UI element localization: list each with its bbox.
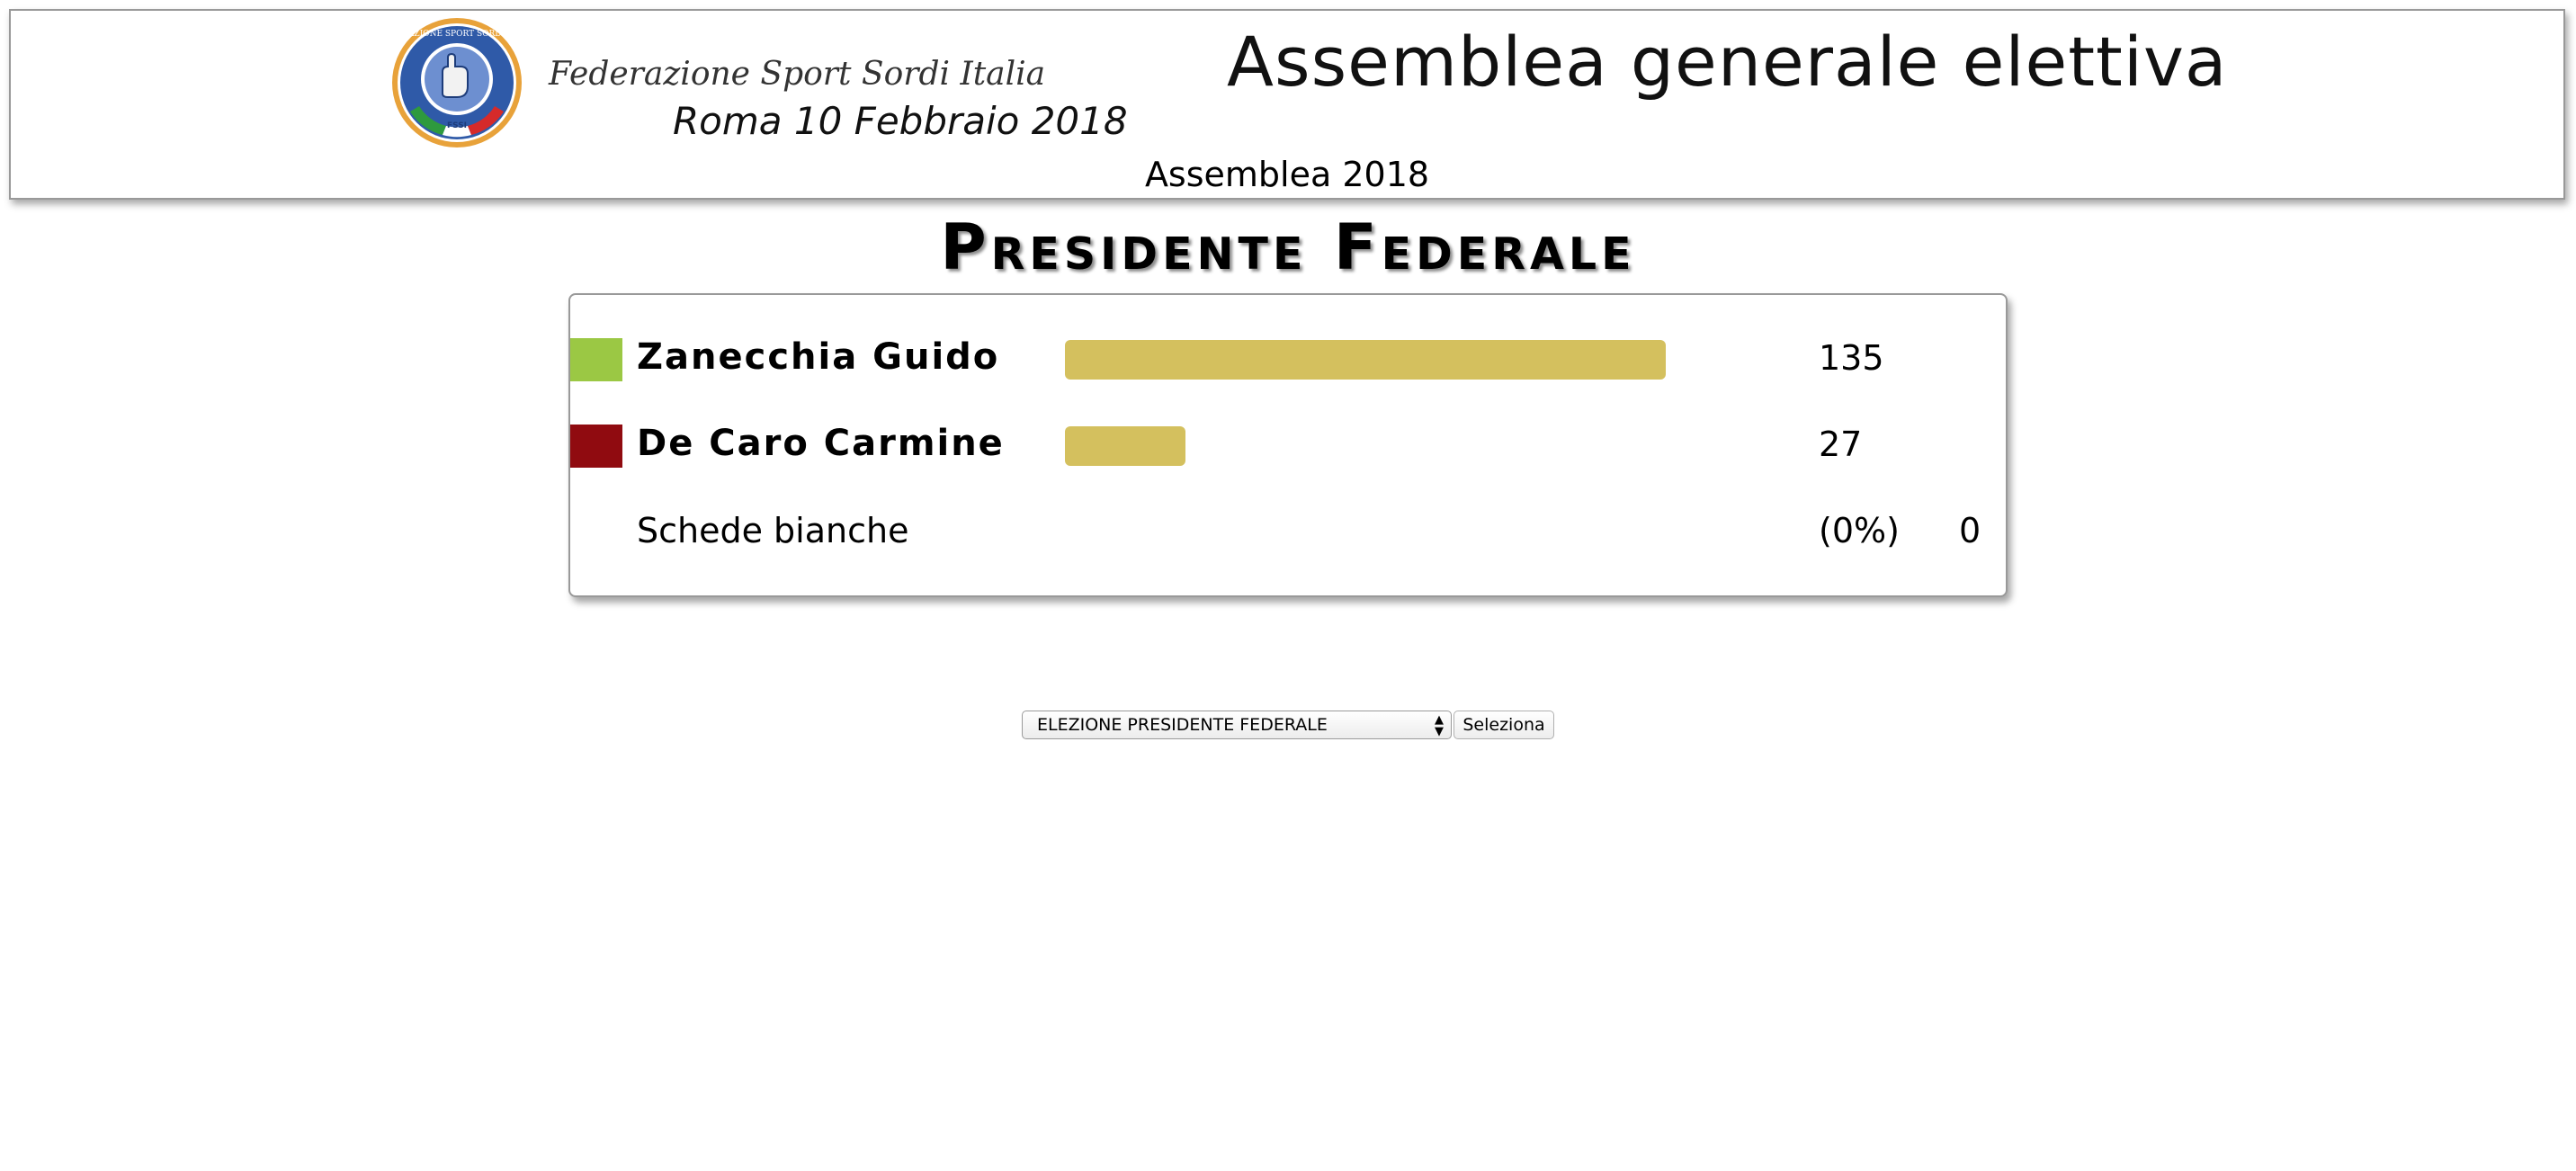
event-date: Roma 10 Febbraio 2018 [673,99,1128,143]
candidate-votes: 135 [1819,338,1884,378]
page-header: FEDERAZIONE SPORT SORDI ITALIA FSSI Fede… [9,9,2565,200]
vote-bar [1065,340,1666,380]
candidate-name: De Caro Carmine [637,423,1005,464]
blank-ballots-label: Schede bianche [637,511,909,550]
logo-ring-text: FEDERAZIONE SPORT SORDI ITALIA [390,30,523,39]
blank-ballots-percent: (0%) [1819,511,1900,550]
page-title: Assemblea generale elettiva [1227,22,2228,102]
candidate-color-swatch [570,338,622,381]
select-button[interactable]: Seleziona [1453,711,1554,739]
blank-ballots-votes: 0 [1959,511,1981,550]
logo-abbr-text: FSSI [447,121,467,130]
section-title: Presidente Federale [940,210,1636,284]
vote-bar-track [1065,426,1666,466]
candidate-row: Zanecchia Guido 135 [570,335,2006,385]
vote-bar [1065,426,1185,466]
results-panel: Zanecchia Guido 135 De Caro Carmine 27 S… [568,293,2008,597]
candidate-votes: 27 [1819,425,1863,464]
election-select-value: ELEZIONE PRESIDENTE FEDERALE [1037,715,1328,735]
candidate-name: Zanecchia Guido [637,336,1000,378]
page-subtitle: Assemblea 2018 [1144,155,1430,194]
blank-ballots-row: Schede bianche (0%) 0 [570,507,2006,558]
candidate-color-swatch [570,425,622,468]
election-select[interactable]: ELEZIONE PRESIDENTE FEDERALE ▲ ▼ [1022,711,1452,739]
org-name: Federazione Sport Sordi Italia [549,56,1046,93]
select-arrows-icon: ▲ ▼ [1435,713,1444,738]
candidate-row: De Caro Carmine 27 [570,421,2006,471]
vote-bar-track [1065,340,1666,380]
fssi-logo-icon: FEDERAZIONE SPORT SORDI ITALIA FSSI [390,18,523,147]
